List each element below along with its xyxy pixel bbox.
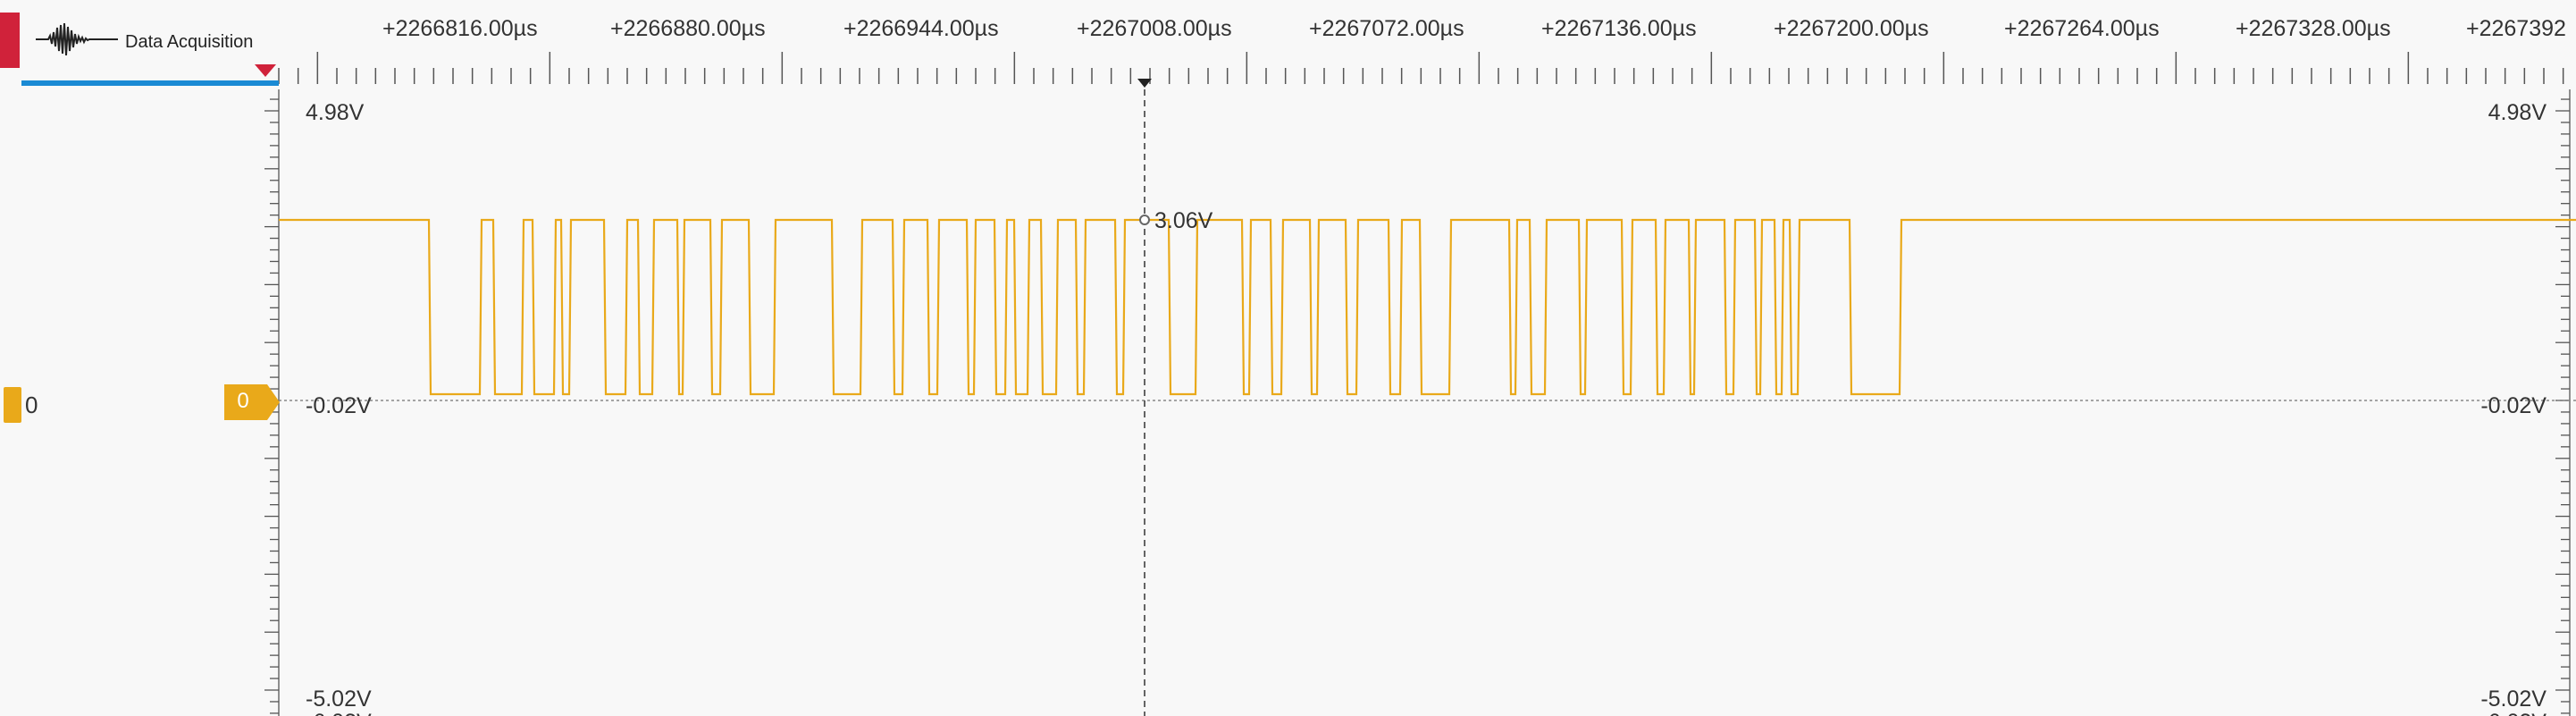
trigger-level-marker-icon[interactable] [224, 384, 280, 420]
time-label: +2267392 [2466, 16, 2566, 41]
cursor-voltage-readout: 3.06V [1154, 208, 1213, 233]
time-label: +2266944.00µs [843, 16, 999, 41]
time-label: +2266816.00µs [382, 16, 538, 41]
data-acquisition-label[interactable]: Data Acquisition [125, 32, 254, 52]
time-label: +2267200.00µs [1774, 16, 1929, 41]
channel-color-indicator[interactable] [4, 387, 21, 423]
voltage-zero-left: -0.02V [306, 393, 372, 418]
trigger-level-label: 0 [237, 389, 249, 413]
waveform-icon [36, 22, 118, 56]
red-triangle-marker-icon[interactable] [255, 64, 276, 79]
time-label: +2266880.00µs [610, 16, 766, 41]
time-label: +2267072.00µs [1309, 16, 1464, 41]
recording-indicator[interactable] [0, 13, 20, 68]
cursor-intersection-dot [1139, 215, 1150, 225]
voltage-max-right: 4.98V [2488, 100, 2547, 125]
voltage-scale-left [264, 89, 280, 716]
voltage-scale-right [2555, 89, 2571, 716]
voltage-min-left: -5.02V [306, 687, 372, 712]
time-label: +2267136.00µs [1541, 16, 1697, 41]
voltage-zero-right: -0.02V [2480, 393, 2547, 418]
voltage-min-right: -5.02V [2480, 687, 2547, 712]
channel-0-waveform [279, 218, 2576, 396]
channel-name[interactable]: 0 [25, 392, 38, 418]
time-label: +2267264.00µs [2004, 16, 2160, 41]
acquisition-progress-bar [21, 80, 279, 86]
time-ruler-ticks [278, 52, 2564, 84]
voltage-below-left: -6.02V [306, 712, 372, 716]
time-label: +2267328.00µs [2236, 16, 2391, 41]
voltage-below-right: -6.02V [2480, 712, 2547, 716]
cursor-handle-icon[interactable] [1137, 79, 1152, 88]
voltage-max-left: 4.98V [306, 100, 365, 125]
time-label: +2267008.00µs [1077, 16, 1232, 41]
